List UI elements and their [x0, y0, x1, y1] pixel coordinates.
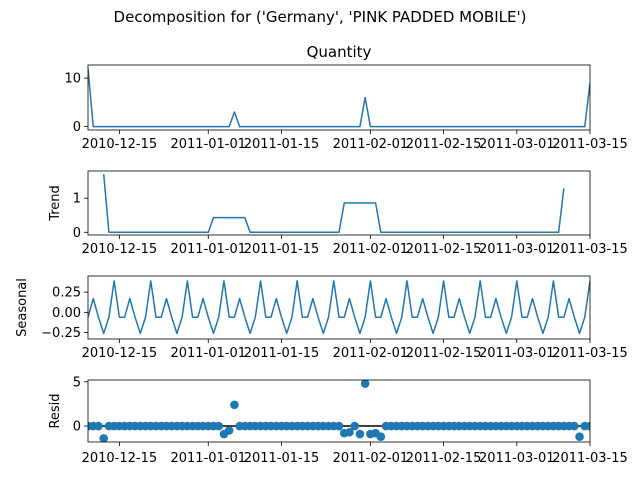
resid-point — [570, 421, 579, 431]
xtick-label: 2010-12-15 — [82, 346, 158, 361]
axes-frame-resid — [87, 379, 591, 443]
xtick-label: 2011-02-15 — [406, 137, 482, 152]
resid-point — [214, 421, 224, 431]
resid-point — [575, 432, 584, 441]
resid-point — [99, 434, 108, 442]
xtick-label: 2011-02-01 — [333, 451, 409, 466]
ytick-label: 0.00 — [52, 306, 81, 321]
ytick-label: 10 — [64, 72, 81, 87]
xtick-label: 2011-01-01 — [170, 451, 246, 466]
xtick-label: 2010-12-15 — [82, 242, 158, 257]
xtick-label: 2011-03-15 — [552, 242, 628, 257]
ytick-label: 0.25 — [52, 286, 81, 301]
ytick-label: 0 — [73, 420, 81, 435]
xtick-label: 2011-01-01 — [170, 137, 246, 152]
xtick-label: 2011-02-15 — [406, 242, 482, 257]
resid-point — [230, 400, 239, 410]
xtick-label: 2011-03-01 — [479, 242, 555, 257]
xtick-label: 2011-03-15 — [552, 451, 628, 466]
series-line-trend — [102, 173, 565, 234]
xtick-label: 2011-03-01 — [479, 451, 555, 466]
xtick-label: 2011-03-15 — [552, 137, 628, 152]
axes-frame-trend — [87, 170, 591, 236]
panel-title-observed: Quantity — [307, 43, 372, 61]
resid-point — [355, 429, 365, 439]
xtick-label: 2011-02-15 — [406, 451, 482, 466]
xtick-label: 2011-01-15 — [244, 242, 320, 257]
xtick-label: 2011-01-15 — [244, 137, 320, 152]
xtick-label: 2011-03-01 — [479, 137, 555, 152]
axes-frame-seasonal — [87, 275, 591, 340]
resid-point — [345, 427, 354, 437]
series-line-seasonal — [88, 280, 590, 335]
resid-point — [360, 380, 370, 388]
xtick-label: 2011-01-01 — [170, 346, 246, 361]
xtick-label: 2011-02-01 — [333, 346, 409, 361]
ylabel-seasonal: Seasonal — [15, 278, 30, 337]
xtick-label: 2011-01-01 — [170, 242, 246, 257]
xtick-label: 2010-12-15 — [82, 451, 158, 466]
ytick-label: −0.25 — [41, 326, 81, 341]
ylabel-trend: Trend — [48, 185, 63, 222]
xtick-label: 2011-02-01 — [333, 242, 409, 257]
resid-point — [350, 421, 359, 431]
resid-point — [376, 432, 386, 441]
ytick-label: 0 — [73, 120, 81, 135]
xtick-label: 2011-03-01 — [479, 346, 555, 361]
xtick-label: 2011-01-15 — [244, 451, 320, 466]
xtick-label: 2011-02-15 — [406, 346, 482, 361]
xtick-label: 2010-12-15 — [82, 137, 158, 152]
ytick-label: 1 — [73, 192, 81, 207]
resid-points — [88, 380, 590, 442]
xtick-label: 2011-02-01 — [333, 137, 409, 152]
xtick-label: 2011-03-15 — [552, 346, 628, 361]
xtick-label: 2011-01-15 — [244, 346, 320, 361]
resid-point — [334, 421, 344, 431]
ylabel-resid: Resid — [48, 393, 63, 428]
resid-point — [94, 421, 103, 431]
panel-observed: Quantity 0 10 2010-12-15 2011-01-012011-01-1… — [64, 43, 627, 152]
series-line-observed — [88, 68, 590, 128]
ytick-label: 5 — [73, 375, 81, 390]
figure-suptitle: Decomposition for ('Germany', 'PINK PADD… — [114, 8, 527, 26]
axes-frame-observed — [87, 64, 591, 131]
resid-point — [224, 426, 234, 435]
ytick-label: 0 — [73, 226, 81, 241]
resid-point — [585, 421, 590, 431]
